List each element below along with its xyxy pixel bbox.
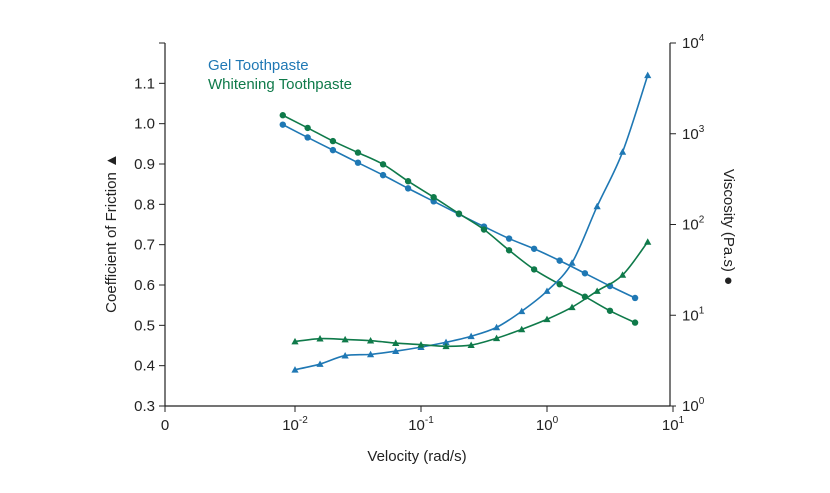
data-point-whitening-toothpaste-friction xyxy=(467,341,475,348)
data-point-gel-toothpaste-friction xyxy=(442,338,450,346)
x-axis-title: Velocity (rad/s) xyxy=(367,448,466,465)
data-point-gel-toothpaste-friction xyxy=(543,287,551,294)
y-right-tick-label: 100 xyxy=(682,396,705,415)
data-point-whitening-toothpaste-viscosity xyxy=(606,307,614,314)
data-point-whitening-toothpaste-friction xyxy=(341,335,349,343)
data-point-whitening-toothpaste-friction xyxy=(442,342,450,350)
y-left-tick-label: 0.4 xyxy=(134,358,155,375)
data-point-whitening-toothpaste-friction xyxy=(291,337,299,345)
y-right-tick-label: 101 xyxy=(682,305,705,324)
data-point-gel-toothpaste-viscosity xyxy=(279,121,286,128)
data-point-whitening-toothpaste-friction xyxy=(392,339,400,346)
data-point-whitening-toothpaste-friction xyxy=(492,334,501,342)
data-point-gel-toothpaste-viscosity xyxy=(556,257,563,264)
data-point-whitening-toothpaste-viscosity xyxy=(530,266,538,273)
y-right-tick-label: 104 xyxy=(682,33,705,52)
y-right-tick-label: 103 xyxy=(682,124,705,143)
y-right-tick-label: 102 xyxy=(682,215,705,234)
series-line-whitening-toothpaste-viscosity xyxy=(282,114,636,324)
data-point-gel-toothpaste-friction xyxy=(618,148,627,155)
y-left-tick-label: 1.1 xyxy=(134,75,155,92)
data-point-gel-toothpaste-friction xyxy=(593,202,601,210)
data-point-gel-toothpaste-viscosity xyxy=(631,294,639,302)
x-tick-label: 101 xyxy=(662,415,685,434)
data-point-gel-toothpaste-friction xyxy=(366,350,375,358)
y-left-axis-title: Coefficient of Friction ▲ xyxy=(103,153,120,313)
data-point-whitening-toothpaste-viscosity xyxy=(480,226,488,233)
data-point-whitening-toothpaste-viscosity xyxy=(304,124,311,132)
data-point-gel-toothpaste-viscosity xyxy=(304,134,311,141)
y-left-tick-label: 0.5 xyxy=(134,317,155,334)
data-point-gel-toothpaste-viscosity xyxy=(354,159,362,166)
data-point-whitening-toothpaste-viscosity xyxy=(379,161,387,168)
y-left-tick-label: 0.3 xyxy=(134,398,155,415)
data-point-whitening-toothpaste-viscosity xyxy=(430,193,437,201)
data-point-gel-toothpaste-friction xyxy=(492,323,501,331)
y-left-tick-label: 0.7 xyxy=(134,237,155,254)
y-right-axis-title: Viscosity (Pa.s) ● xyxy=(720,169,737,285)
data-point-whitening-toothpaste-friction xyxy=(618,271,627,278)
data-point-whitening-toothpaste-friction xyxy=(644,238,652,245)
data-point-whitening-toothpaste-friction xyxy=(316,335,324,342)
x-tick-label: 0 xyxy=(161,417,169,434)
data-point-gel-toothpaste-friction xyxy=(644,71,652,79)
y-left-tick-label: 0.9 xyxy=(134,156,155,173)
data-point-whitening-toothpaste-friction xyxy=(568,303,576,311)
data-point-gel-toothpaste-viscosity xyxy=(329,146,337,154)
data-point-whitening-toothpaste-viscosity xyxy=(556,280,563,288)
data-point-gel-toothpaste-viscosity xyxy=(404,185,412,192)
data-point-whitening-toothpaste-viscosity xyxy=(329,137,337,145)
data-point-gel-toothpaste-viscosity xyxy=(581,270,589,277)
x-tick-label: 100 xyxy=(536,415,559,434)
data-point-gel-toothpaste-friction xyxy=(518,307,526,315)
y-left-tick-label: 0.6 xyxy=(134,277,155,294)
data-point-gel-toothpaste-friction xyxy=(316,360,324,367)
legend-entry: Gel Toothpaste xyxy=(208,57,309,74)
y-left-tick-label: 0.8 xyxy=(134,196,155,213)
data-point-gel-toothpaste-friction xyxy=(568,259,576,266)
data-point-whitening-toothpaste-friction xyxy=(518,325,526,333)
data-point-whitening-toothpaste-viscosity xyxy=(279,112,286,119)
data-point-gel-toothpaste-friction xyxy=(341,351,349,359)
data-point-whitening-toothpaste-viscosity xyxy=(404,178,412,185)
data-point-whitening-toothpaste-viscosity xyxy=(354,149,362,156)
data-point-gel-toothpaste-viscosity xyxy=(530,245,538,252)
data-point-whitening-toothpaste-friction xyxy=(417,341,425,348)
series-line-gel-toothpaste-friction xyxy=(294,75,649,371)
x-tick-label: 10-2 xyxy=(282,415,308,434)
data-point-whitening-toothpaste-viscosity xyxy=(505,247,513,254)
y-left-tick-label: 1.0 xyxy=(134,116,155,133)
x-tick-label: 10-1 xyxy=(408,415,434,434)
data-point-whitening-toothpaste-friction xyxy=(366,337,375,344)
data-point-gel-toothpaste-friction xyxy=(291,366,299,373)
data-point-whitening-toothpaste-viscosity xyxy=(631,319,639,326)
series-line-whitening-toothpaste-friction xyxy=(294,241,649,348)
data-point-gel-toothpaste-friction xyxy=(392,347,400,355)
data-point-whitening-toothpaste-friction xyxy=(543,315,551,323)
data-point-gel-toothpaste-friction xyxy=(467,332,475,340)
data-point-gel-toothpaste-viscosity xyxy=(379,171,387,179)
data-point-whitening-toothpaste-viscosity xyxy=(455,210,463,217)
data-point-whitening-toothpaste-friction xyxy=(593,287,601,294)
legend-entry: Whitening Toothpaste xyxy=(208,76,352,93)
data-point-gel-toothpaste-viscosity xyxy=(505,235,513,242)
